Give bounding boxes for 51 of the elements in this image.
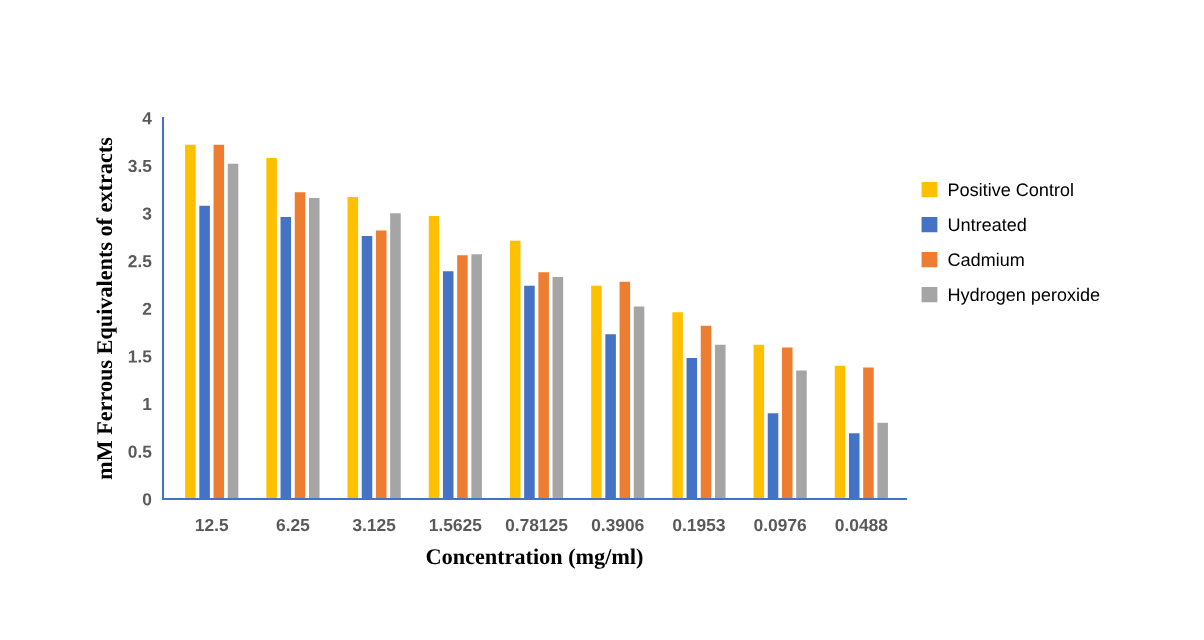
bar xyxy=(552,277,564,499)
bar xyxy=(714,344,726,499)
y-tick-label: 3.5 xyxy=(128,159,152,173)
y-axis-title: mM Ferrous Equivalents of extracts xyxy=(96,137,117,480)
bar xyxy=(509,240,521,499)
legend-label: Cadmium xyxy=(948,252,1024,267)
bar xyxy=(347,197,359,499)
x-tick-label: 0.1953 xyxy=(673,518,725,532)
bar xyxy=(633,306,645,499)
y-tick-label: 3 xyxy=(142,207,152,220)
bar xyxy=(863,367,874,499)
bar xyxy=(538,272,549,499)
x-tick-label: 3.125 xyxy=(352,518,396,532)
x-tick-label: 0.0976 xyxy=(754,518,807,532)
bar xyxy=(834,365,846,499)
bar xyxy=(428,216,440,499)
y-tick-label: 0 xyxy=(142,493,152,506)
bar xyxy=(308,198,320,499)
bar xyxy=(796,370,807,499)
bar xyxy=(877,422,888,499)
x-tick-label: 0.78125 xyxy=(505,518,568,532)
x-tick-label: 1.5625 xyxy=(429,518,482,532)
bar xyxy=(700,325,712,499)
x-tick-label: 6.25 xyxy=(276,518,310,532)
bar xyxy=(591,285,602,499)
bar xyxy=(185,144,196,499)
x-tick-label: 12.5 xyxy=(195,518,229,532)
bar xyxy=(457,255,468,499)
bar xyxy=(672,312,683,499)
x-tick-label: 0.3906 xyxy=(591,518,644,532)
y-tick-label: 1.5 xyxy=(128,350,152,363)
bar xyxy=(294,192,306,499)
x-axis-title: Concentration (mg/ml) xyxy=(426,548,643,569)
bar xyxy=(227,163,239,499)
bar xyxy=(753,344,765,499)
y-tick-label: 2 xyxy=(142,302,152,315)
y-tick-label: 2.5 xyxy=(128,255,152,268)
legend-label: Hydrogen peroxide xyxy=(949,287,1100,305)
bar xyxy=(781,347,793,499)
legend-label: Untreated xyxy=(948,217,1026,232)
y-tick-label: 1 xyxy=(143,398,152,411)
y-tick-label: 4 xyxy=(142,112,152,125)
bar xyxy=(619,281,631,499)
bar xyxy=(375,230,387,499)
bar xyxy=(266,158,277,499)
y-tick-label: 0.5 xyxy=(128,445,152,458)
bar xyxy=(213,144,225,499)
bar xyxy=(390,213,401,499)
bar xyxy=(471,254,482,499)
x-tick-label: 0.0488 xyxy=(835,518,888,532)
legend-label: Positive Control xyxy=(949,182,1073,197)
